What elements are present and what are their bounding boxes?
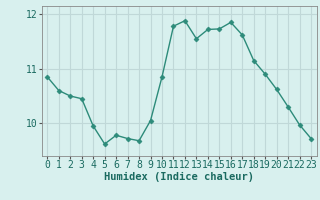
X-axis label: Humidex (Indice chaleur): Humidex (Indice chaleur) (104, 172, 254, 182)
